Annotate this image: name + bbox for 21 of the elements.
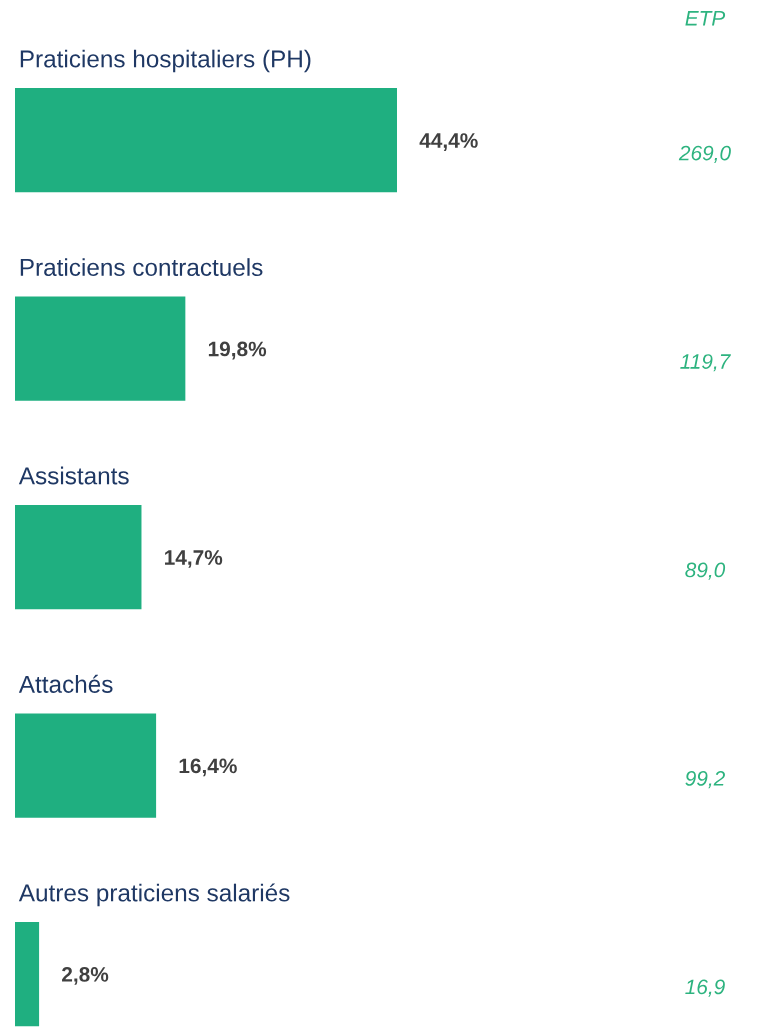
data-label: 44,4% [419, 133, 478, 151]
text: 16,9 [685, 979, 725, 997]
bar [15, 713, 157, 818]
text: ETP [685, 11, 726, 26]
text: 99,2 [685, 771, 725, 789]
text: 119,7 [680, 354, 731, 372]
text: 89,0 [685, 562, 726, 580]
y-tick-label: Assistants [18, 466, 129, 485]
y-tick-label: Praticiens contractuels [20, 258, 263, 276]
y-tick-label: Praticiens hospitaliers (PH) [20, 49, 311, 73]
data-label: 2,8% [62, 967, 109, 985]
data-label: 16,4% [179, 758, 237, 777]
text: 269,0 [678, 145, 731, 163]
data-label: 19,8% [208, 341, 267, 360]
bar [15, 505, 142, 610]
y-tick-label: Attachés [18, 674, 113, 693]
bar [15, 921, 40, 1027]
bar [15, 296, 186, 401]
data-label: 14,7% [165, 550, 223, 568]
y-tick-label: Autres praticiens salariés [18, 883, 290, 907]
bar [15, 88, 397, 193]
